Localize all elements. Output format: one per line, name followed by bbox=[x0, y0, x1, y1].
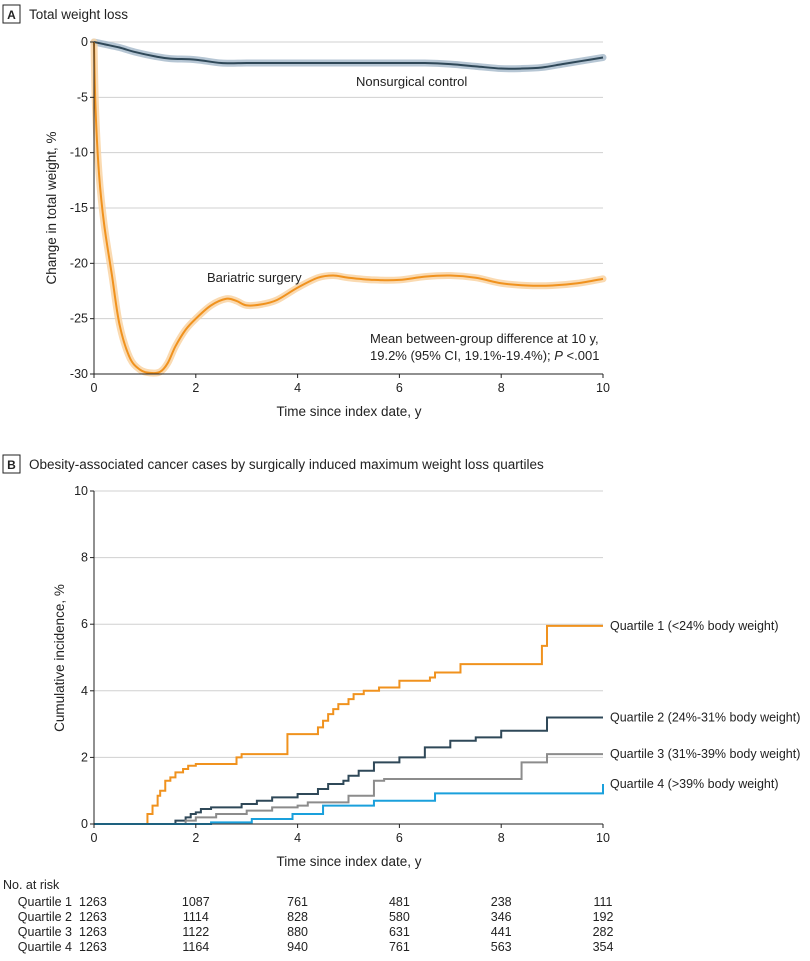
panel-b-x-tick-label: 6 bbox=[396, 831, 403, 845]
risk-cell: 563 bbox=[491, 940, 512, 954]
difference-annotation-line2: 19.2% (95% CI, 19.1%-19.4%); P <.001 bbox=[370, 348, 599, 363]
quartile-2-label: Quartile 2 (24%-31% body weight) bbox=[610, 710, 800, 724]
panel-b-x-tick-label: 4 bbox=[294, 831, 301, 845]
risk-cell: 1263 bbox=[79, 910, 107, 924]
panel-b-x-title: Time since index date, y bbox=[276, 854, 421, 869]
quartile-3-step-line bbox=[94, 753, 603, 825]
panel-a-y-tick-label: -25 bbox=[70, 312, 88, 326]
panel-a-x-tick-label: 10 bbox=[596, 381, 610, 395]
risk-cell: 761 bbox=[389, 940, 410, 954]
risk-row-label: Quartile 4 bbox=[18, 940, 72, 954]
risk-cell: 880 bbox=[287, 925, 308, 939]
risk-cell: 580 bbox=[389, 910, 410, 924]
risk-row-label: Quartile 3 bbox=[18, 925, 72, 939]
panel-b-x-tick-label: 0 bbox=[91, 831, 98, 845]
panel-b-letter-box bbox=[2, 454, 21, 474]
panel-b-y-ticks: 0 2 4 6 8 10 bbox=[74, 484, 94, 831]
panel-a-x-ticks: 0 2 4 6 8 10 bbox=[91, 374, 610, 395]
risk-cell: 1263 bbox=[79, 925, 107, 939]
nonsurgical-control-line bbox=[93, 41, 604, 70]
panel-b-y-tick-label: 6 bbox=[81, 617, 88, 631]
panel-a-letter-box bbox=[2, 4, 21, 24]
panel-a-x-tick-label: 8 bbox=[498, 381, 505, 395]
risk-cell: 1263 bbox=[79, 940, 107, 954]
panel-a-x-tick-label: 0 bbox=[91, 381, 98, 395]
panel-b-x-tick-label: 2 bbox=[192, 831, 199, 845]
risk-cell: 761 bbox=[287, 895, 308, 909]
panel-a-y-tick-label: -20 bbox=[70, 256, 88, 270]
risk-table-header: No. at risk bbox=[3, 878, 60, 892]
risk-cell: 354 bbox=[593, 940, 614, 954]
risk-cell: 1087 bbox=[182, 895, 210, 909]
difference-annotation-line1: Mean between-group difference at 10 y, bbox=[370, 331, 599, 346]
quartile-3-label: Quartile 3 (31%-39% body weight) bbox=[610, 747, 800, 761]
risk-cell: 1164 bbox=[182, 940, 209, 954]
difference-ci-text: 19.2% (95% CI, 19.1%-19.4%); bbox=[370, 348, 554, 363]
panel-a-y-tick-label: -5 bbox=[77, 90, 88, 104]
risk-row-label: Quartile 1 bbox=[18, 895, 72, 909]
quartile-4-label: Quartile 4 (>39% body weight) bbox=[610, 777, 779, 791]
bariatric-surgery-label: Bariatric surgery bbox=[207, 270, 302, 285]
panel-b-x-ticks: 0 2 4 6 8 10 bbox=[91, 824, 610, 845]
risk-cell: 282 bbox=[593, 925, 614, 939]
panel-b-y-title: Cumulative incidence, % bbox=[52, 584, 67, 732]
nonsurgical-control-ci-band bbox=[90, 38, 607, 73]
quartile-1-step-line bbox=[94, 624, 603, 825]
panel-a-y-ticks: 0 -5 -10 -15 -20 -25 -30 bbox=[70, 35, 94, 381]
panel-b-gridlines bbox=[94, 490, 603, 758]
panel-b-y-tick-label: 8 bbox=[81, 551, 88, 565]
risk-cell: 238 bbox=[491, 895, 512, 909]
panel-a-y-tick-label: 0 bbox=[81, 35, 88, 49]
panel-b-y-tick-label: 0 bbox=[81, 817, 88, 831]
panel-a-y-tick-label: -30 bbox=[70, 367, 88, 381]
panel-a-x-tick-label: 4 bbox=[294, 381, 301, 395]
risk-table: Quartile 1 1263 1087 761 481 238 111 Quartile 2… bbox=[18, 895, 614, 954]
risk-cell: 1114 bbox=[183, 910, 209, 924]
panel-a-series-lines bbox=[93, 41, 604, 375]
panel-b-step-lines bbox=[94, 624, 604, 825]
panel-a-title: Total weight loss bbox=[29, 7, 128, 22]
risk-cell: 1122 bbox=[182, 925, 209, 939]
risk-cell: 346 bbox=[491, 910, 512, 924]
panel-a-x-tick-label: 6 bbox=[396, 381, 403, 395]
panel-b-y-tick-label: 4 bbox=[81, 684, 88, 698]
panel-b-x-tick-label: 10 bbox=[596, 831, 610, 845]
panel-a-y-title: Change in total weight, % bbox=[44, 131, 59, 284]
quartile-2-step-line bbox=[94, 716, 603, 825]
risk-cell: 481 bbox=[389, 895, 410, 909]
panel-a-y-tick-label: -15 bbox=[70, 201, 88, 215]
panel-b-letter: B bbox=[7, 458, 16, 472]
panel-b-y-tick-label: 2 bbox=[81, 750, 88, 764]
panel-a-x-title: Time since index date, y bbox=[276, 404, 421, 419]
risk-cell: 631 bbox=[389, 925, 410, 939]
panel-b-y-tick-label: 10 bbox=[74, 484, 88, 498]
risk-cell: 828 bbox=[287, 910, 308, 924]
quartile-1-label: Quartile 1 (<24% body weight) bbox=[610, 619, 779, 633]
panel-a: A Total weight loss 0 -5 -10 -15 -20 -25 -30 0… bbox=[2, 4, 610, 419]
difference-p-symbol: P bbox=[554, 348, 563, 363]
panel-a-y-tick-label: -10 bbox=[70, 146, 88, 160]
panel-a-letter: A bbox=[7, 8, 16, 22]
quartile-4-step-line bbox=[94, 784, 604, 825]
risk-cell: 111 bbox=[593, 895, 612, 909]
risk-cell: 441 bbox=[491, 925, 512, 939]
risk-cell: 940 bbox=[287, 940, 308, 954]
panel-a-gridlines bbox=[94, 41, 603, 320]
panel-a-x-tick-label: 2 bbox=[192, 381, 199, 395]
panel-b-x-tick-label: 8 bbox=[498, 831, 505, 845]
risk-cell: 192 bbox=[593, 910, 614, 924]
risk-row-label: Quartile 2 bbox=[18, 910, 72, 924]
nonsurgical-control-label: Nonsurgical control bbox=[356, 74, 467, 89]
difference-p-value: <.001 bbox=[563, 348, 600, 363]
panel-b-title: Obesity-associated cancer cases by surgi… bbox=[29, 457, 544, 472]
panel-b: B Obesity-associated cancer cases by sur… bbox=[2, 454, 800, 954]
risk-cell: 1263 bbox=[79, 895, 107, 909]
panel-b-series-labels: Quartile 1 (<24% body weight) Quartile 2 … bbox=[610, 619, 800, 791]
bariatric-surgery-line bbox=[93, 41, 604, 375]
